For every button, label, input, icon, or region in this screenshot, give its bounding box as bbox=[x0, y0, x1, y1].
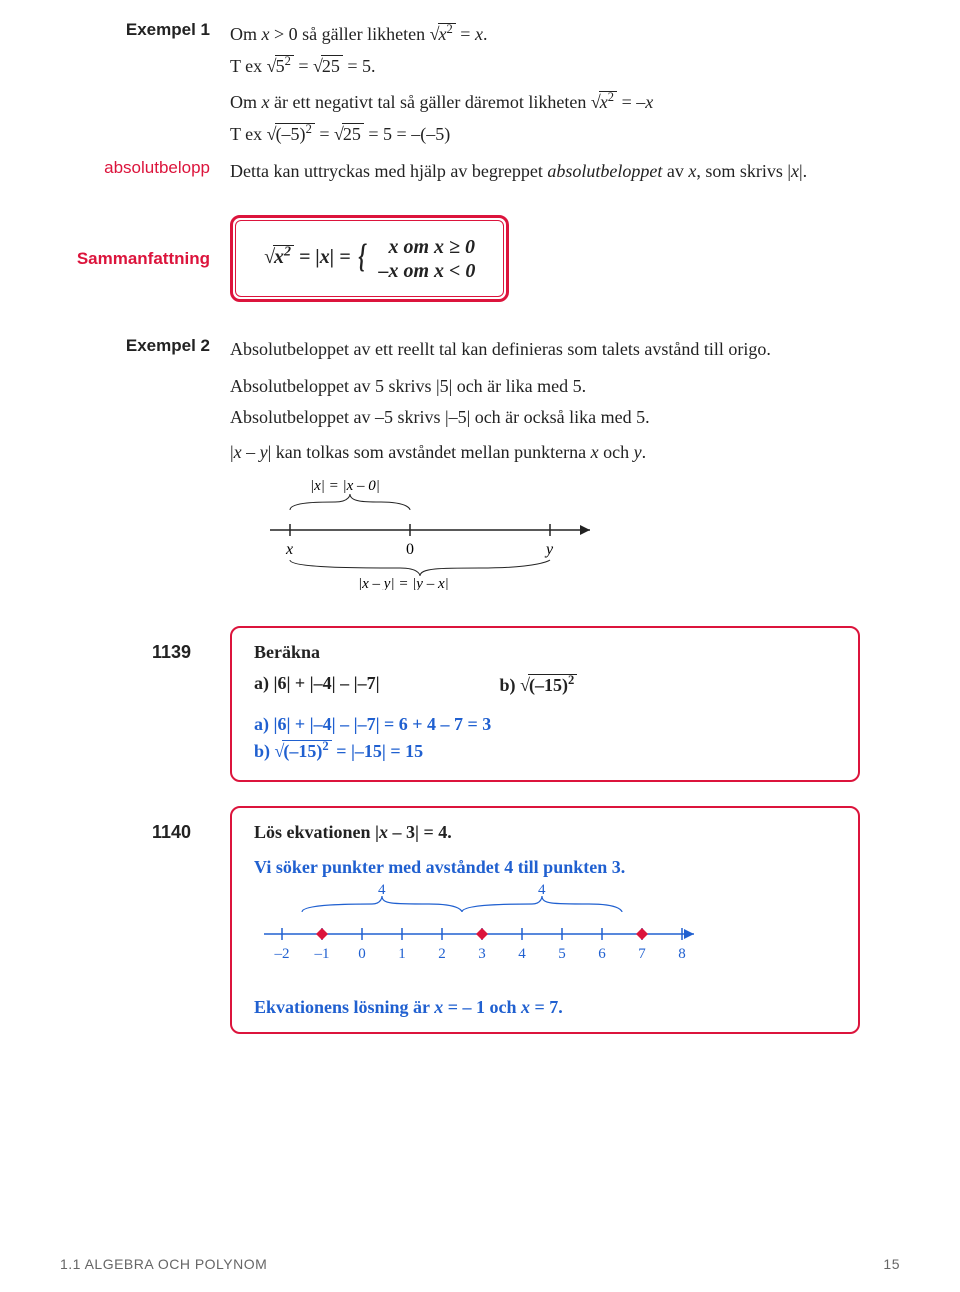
problem-1139: 1139 Beräkna a) |6| + |–4| – |–7| b) √(–… bbox=[230, 626, 860, 782]
ex2-p2: Absolutbeloppet av 5 skrivs |5| och är l… bbox=[230, 373, 900, 400]
absolutbelopp-body: Detta kan uttryckas med hjälp av begrepp… bbox=[230, 158, 900, 189]
svg-text:–1: –1 bbox=[314, 946, 330, 962]
example-1-label: Exempel 1 bbox=[60, 20, 230, 152]
nl1-bottom-label: |x – y| = |y – x| bbox=[358, 576, 449, 590]
svg-text:–2: –2 bbox=[274, 946, 290, 962]
p1139-title: Beräkna bbox=[254, 642, 836, 663]
numberline1-svg: |x| = |x – 0| x 0 y |x – y| = |y – x| bbox=[260, 480, 620, 590]
p1139-questions: a) |6| + |–4| – |–7| b) √(–15)2 bbox=[254, 673, 836, 696]
svg-text:7: 7 bbox=[638, 946, 646, 962]
number-line-1: |x| = |x – 0| x 0 y |x – y| = |y – x| bbox=[260, 480, 900, 598]
problem-1140-number: 1140 bbox=[152, 822, 191, 843]
ex1-line1: Om x > 0 så gäller likheten √x2 = x. bbox=[230, 20, 900, 48]
p1139-ans-a: a) |6| + |–4| – |–7| = 6 + 4 – 7 = 3 bbox=[254, 714, 836, 735]
problem-1139-number: 1139 bbox=[152, 642, 191, 663]
p1139-ans-b: b) √(–15)2 = |–15| = 15 bbox=[254, 739, 836, 762]
svg-text:5: 5 bbox=[558, 946, 566, 962]
summary-body: √x2 = |x| = { x om x ≥ 0 –x om x < 0 bbox=[230, 215, 900, 302]
nl1-x: x bbox=[285, 541, 293, 558]
svg-text:6: 6 bbox=[598, 946, 606, 962]
svg-text:0: 0 bbox=[358, 946, 366, 962]
nl1-y: y bbox=[544, 541, 554, 558]
page-footer: 1.1 ALGEBRA OCH POLYNOM 15 bbox=[60, 1256, 900, 1272]
nl1-zero: 0 bbox=[406, 541, 414, 558]
footer-right: 15 bbox=[883, 1256, 900, 1272]
problem-1140: 1140 Lös ekvationen |x – 3| = 4. Vi söke… bbox=[230, 806, 860, 1034]
nl1-top-label: |x| = |x – 0| bbox=[310, 480, 380, 494]
p1139-qa: a) |6| + |–4| – |–7| bbox=[254, 673, 380, 696]
ex1-line4: T ex √(–5)2 = √25 = 5 = –(–5) bbox=[230, 120, 900, 148]
absolutbelopp-block: absolutbelopp Detta kan uttryckas med hj… bbox=[60, 158, 900, 189]
nl2-dist-2: 4 bbox=[538, 884, 546, 898]
ex2-p4: |x – y| kan tolkas som avståndet mellan … bbox=[230, 439, 900, 466]
page: Exempel 1 Om x > 0 så gäller likheten √x… bbox=[0, 0, 960, 1292]
summary-label: Sammanfattning bbox=[60, 249, 230, 269]
svg-text:2: 2 bbox=[438, 946, 446, 962]
p1140-q: Lös ekvationen |x – 3| = 4. bbox=[254, 822, 836, 843]
ex1-line3: Om x är ett negativt tal så gäller därem… bbox=[230, 88, 900, 116]
ex1-line2: T ex √52 = √25 = 5. bbox=[230, 52, 900, 80]
example-1-block: Exempel 1 Om x > 0 så gäller likheten √x… bbox=[60, 20, 900, 152]
svg-text:8: 8 bbox=[678, 946, 686, 962]
ex2-p3: Absolutbeloppet av –5 skrivs |–5| och är… bbox=[230, 404, 900, 431]
p1139-answers: a) |6| + |–4| – |–7| = 6 + 4 – 7 = 3 b) … bbox=[254, 714, 836, 762]
svg-text:4: 4 bbox=[518, 946, 526, 962]
example-2-body: Absolutbeloppet av ett reellt tal kan de… bbox=[230, 336, 900, 608]
example-1-body: Om x > 0 så gäller likheten √x2 = x. T e… bbox=[230, 20, 900, 152]
summary-box: √x2 = |x| = { x om x ≥ 0 –x om x < 0 bbox=[230, 215, 509, 302]
summary-box-inner: √x2 = |x| = { x om x ≥ 0 –x om x < 0 bbox=[235, 220, 504, 297]
example-2-label: Exempel 2 bbox=[60, 336, 230, 608]
example-2-block: Exempel 2 Absolutbeloppet av ett reellt … bbox=[60, 336, 900, 608]
nl2-dist-1: 4 bbox=[378, 884, 386, 898]
p1140-solution: Ekvationens lösning är x = – 1 och x = 7… bbox=[254, 997, 836, 1018]
abs-text: Detta kan uttryckas med hjälp av begrepp… bbox=[230, 158, 900, 185]
p1139-qb: b) √(–15)2 bbox=[500, 673, 578, 696]
ex2-p1: Absolutbeloppet av ett reellt tal kan de… bbox=[230, 336, 900, 363]
footer-left: 1.1 ALGEBRA OCH POLYNOM bbox=[60, 1256, 267, 1272]
summary-block: Sammanfattning √x2 = |x| = { x om x ≥ 0 … bbox=[60, 215, 900, 302]
numberline2-svg: 4 4 bbox=[254, 884, 714, 984]
svg-text:1: 1 bbox=[398, 946, 406, 962]
p1140-line1: Vi söker punkter med avståndet 4 till pu… bbox=[254, 857, 836, 878]
absolutbelopp-label: absolutbelopp bbox=[60, 158, 230, 189]
svg-text:3: 3 bbox=[478, 946, 486, 962]
